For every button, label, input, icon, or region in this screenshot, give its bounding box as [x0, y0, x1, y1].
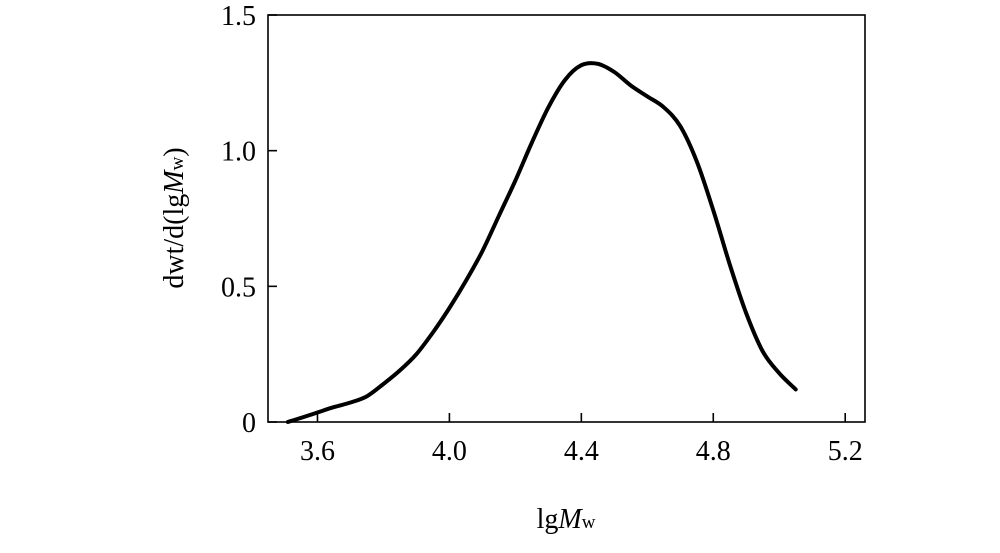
- x-tick-label: 4.8: [696, 436, 731, 467]
- x-tick-label: 5.2: [828, 436, 863, 467]
- y-axis-label-close: ): [159, 147, 190, 156]
- y-tick-label: 0.5: [221, 272, 256, 303]
- x-axis-ticks: 3.6 4.0 4.4 4.8 5.2: [300, 413, 863, 467]
- y-axis-label-main: dwt/d(lg: [159, 194, 190, 289]
- y-axis-label: dwt/d(lgMw): [159, 147, 190, 288]
- y-axis-label-italic: M: [159, 169, 190, 195]
- x-axis-label-sub: w: [582, 512, 596, 533]
- y-tick-label: 1.5: [221, 1, 256, 32]
- series-line: [285, 61, 798, 424]
- x-tick-label: 3.6: [300, 436, 335, 467]
- y-axis-ticks: 0 0.5 1.0 1.5: [221, 1, 277, 439]
- y-axis-label-sub: w: [167, 156, 188, 170]
- y-tick-label: 0: [242, 408, 256, 439]
- series-layer: [285, 61, 798, 424]
- x-tick-label: 4.4: [564, 436, 599, 467]
- x-tick-label: 4.0: [432, 436, 467, 467]
- x-axis-label-main: lg: [537, 504, 559, 535]
- plot-frame: [267, 14, 866, 423]
- y-tick-label: 1.0: [221, 137, 256, 168]
- x-axis-label-italic: M: [557, 504, 583, 535]
- x-axis-label: lgMw: [537, 504, 596, 535]
